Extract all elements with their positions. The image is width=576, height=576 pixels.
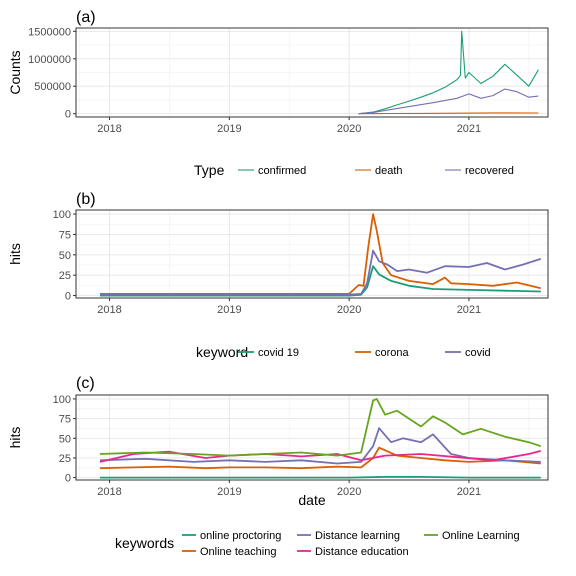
series-line-recovered: [358, 88, 539, 115]
y-tick-label: 0: [65, 473, 71, 485]
x-tick-label: 2019: [217, 304, 241, 316]
x-axis-title: date: [298, 492, 325, 508]
legend-label: Distance education: [315, 546, 409, 558]
panel-border: [75, 209, 549, 299]
x-tick-label: 2018: [97, 304, 121, 316]
legend-label: Online Learning: [442, 530, 520, 542]
y-axis-title: Counts: [7, 50, 23, 94]
series-line-covid: [100, 249, 542, 296]
x-tick-label: 2020: [337, 123, 361, 135]
y-tick-label: 50: [59, 433, 71, 445]
legend: keyword covid 19 corona covid: [196, 344, 491, 360]
panel-3: (c) 0 25 50 75 100 2018 2019 2020 2021 hits date key…: [7, 375, 549, 558]
y-tick-label: 0: [65, 109, 71, 121]
legend-label: corona: [375, 347, 410, 359]
legend-label: Online teaching: [200, 546, 276, 558]
x-tick-label: 2021: [457, 123, 481, 135]
legend-label: Distance learning: [315, 530, 400, 542]
panel-1: (a) 0 500000 1000000 1500000 2018 2019 2020 2021…: [7, 9, 549, 178]
y-tick-label: 1000000: [28, 54, 71, 66]
panel-tag: (b): [76, 191, 96, 208]
y-tick-label: 25: [59, 453, 71, 465]
panel-border: [75, 394, 549, 481]
y-tick-label: 100: [53, 209, 71, 221]
x-tick-label: 2018: [97, 486, 121, 498]
x-tick-label: 2021: [457, 304, 481, 316]
x-tick-label: 2018: [97, 123, 121, 135]
legend-label: confirmed: [258, 165, 306, 177]
series-line-death: [358, 112, 539, 115]
y-axis-title: hits: [7, 243, 23, 265]
x-tick-label: 2019: [217, 486, 241, 498]
legend-label: death: [375, 165, 403, 177]
y-tick-label: 0: [65, 291, 71, 303]
x-tick-label: 2019: [217, 123, 241, 135]
series-line-distance-learning: [99, 427, 541, 465]
series-line-online-teaching: [99, 446, 541, 470]
legend-label: covid: [465, 347, 491, 359]
panel-2: (b) 0 25 50 75 100 2018 2019 2020 2021 hits keyword…: [7, 191, 549, 360]
series-line-online-proctoring: [100, 476, 541, 479]
series-line-confirmed: [358, 30, 539, 115]
x-tick-label: 2020: [337, 486, 361, 498]
legend-title: keywords: [115, 535, 174, 551]
y-tick-label: 100: [53, 394, 71, 406]
x-tick-label: 2020: [337, 304, 361, 316]
y-tick-label: 1500000: [28, 26, 71, 38]
panel-tag: (c): [76, 375, 95, 392]
y-tick-label: 500000: [34, 81, 71, 93]
panel-tag: (a): [76, 9, 96, 26]
series-line-corona: [100, 213, 542, 295]
y-tick-label: 75: [59, 414, 71, 426]
legend-title: keyword: [196, 344, 248, 360]
legend-label: covid 19: [258, 347, 299, 359]
legend-label: recovered: [465, 165, 514, 177]
x-tick-label: 2021: [457, 486, 481, 498]
y-tick-label: 50: [59, 250, 71, 262]
legend: Type confirmed death recovered: [194, 162, 514, 178]
y-tick-label: 25: [59, 270, 71, 282]
legend-title: Type: [194, 162, 225, 178]
y-axis-title: hits: [7, 427, 23, 449]
panel-border: [75, 27, 549, 118]
series-line-online-learning: [99, 398, 542, 457]
y-tick-label: 75: [59, 229, 71, 241]
legend: keywords online proctoring Online teaching…: [115, 530, 520, 558]
legend-label: online proctoring: [200, 530, 281, 542]
